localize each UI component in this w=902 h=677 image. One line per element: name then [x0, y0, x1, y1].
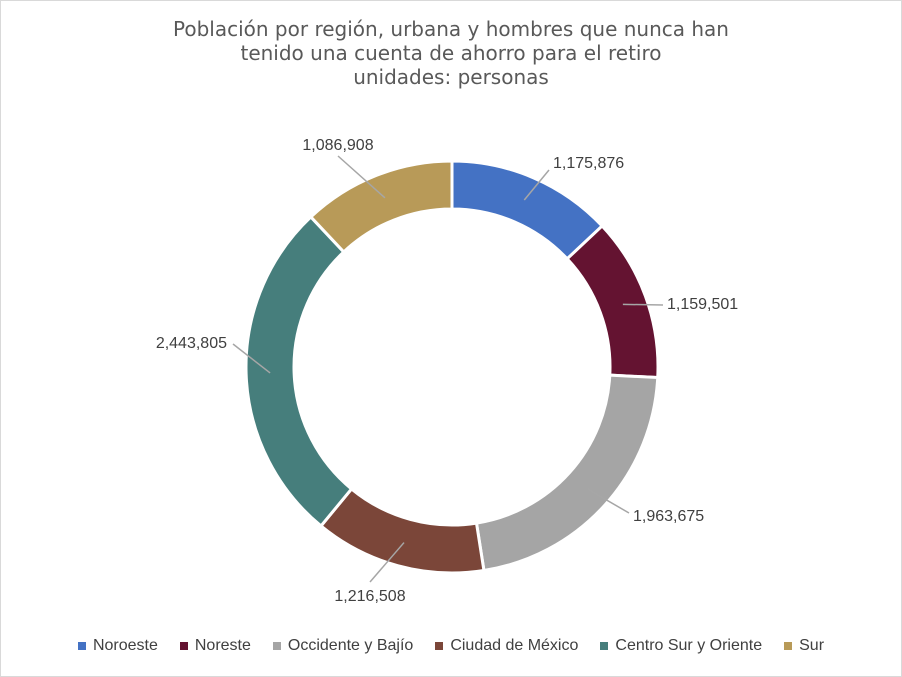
- legend-swatch-icon: [435, 642, 444, 650]
- slice-occidente-y-bajio: [474, 373, 660, 573]
- data-label-noroeste: 1,175,876: [553, 155, 624, 172]
- leader-line-noreste: [622, 303, 664, 306]
- legend-swatch-icon: [179, 642, 188, 650]
- legend-label: Occidente y Bajío: [287, 637, 414, 654]
- legend-label: Noreste: [194, 637, 251, 654]
- chart-title-line-2: tenido una cuenta de ahorro para el reti…: [240, 41, 662, 65]
- legend-swatch-icon: [784, 642, 793, 650]
- legend-item-occidente-y-bajio: Occidente y Bajío: [272, 637, 414, 655]
- legend-item-sur: Sur: [784, 637, 824, 655]
- data-label-ciudad-de-mexico: 1,216,508: [334, 588, 405, 605]
- slice-centro-sur-y-oriente: [244, 214, 354, 529]
- chart-title-line-3: unidades: personas: [353, 65, 549, 89]
- leader-lines: [232, 155, 664, 583]
- slice-sur: [308, 159, 454, 255]
- leader-line-noroeste: [523, 169, 550, 201]
- data-label-centro-sur-y-oriente: 2,443,805: [156, 335, 227, 352]
- leader-line-ciudad-de-mexico: [369, 542, 405, 583]
- slice-ciudad-de-mexico: [318, 486, 486, 575]
- donut-slices: [244, 159, 660, 575]
- legend-label: Centro Sur y Oriente: [615, 637, 763, 654]
- slice-noreste: [565, 223, 660, 380]
- data-labels: 1,175,876 1,159,501 1,963,675 1,216,508 2,44…: [156, 137, 738, 605]
- leader-line-occidente-y-bajio: [586, 488, 630, 514]
- data-label-noreste: 1,159,501: [667, 296, 738, 313]
- data-label-occidente-y-bajio: 1,963,675: [633, 508, 704, 525]
- leader-line-centro-sur-y-oriente: [232, 343, 271, 374]
- legend-label: Noroeste: [92, 637, 158, 654]
- legend-label: Ciudad de México: [450, 637, 579, 654]
- legend-swatch-icon: [600, 642, 609, 650]
- slice-noroeste: [450, 159, 605, 261]
- legend-label: Sur: [799, 637, 825, 654]
- legend-swatch-icon: [77, 642, 86, 650]
- chart-title-line-1: Población por región, urbana y hombres q…: [173, 17, 729, 41]
- legend-swatch-icon: [272, 642, 281, 650]
- leader-line-sur: [337, 155, 386, 199]
- chart-title: Población por región, urbana y hombres q…: [1, 17, 901, 89]
- legend-item-noroeste: Noroeste: [77, 637, 158, 655]
- legend: Noroeste Noreste Occidente y Bajío Ciudad d…: [1, 637, 901, 655]
- legend-item-ciudad-de-mexico: Ciudad de México: [435, 637, 578, 655]
- data-label-sur: 1,086,908: [302, 137, 373, 154]
- legend-item-centro-sur-y-oriente: Centro Sur y Oriente: [600, 637, 762, 655]
- legend-item-noreste: Noreste: [179, 637, 251, 655]
